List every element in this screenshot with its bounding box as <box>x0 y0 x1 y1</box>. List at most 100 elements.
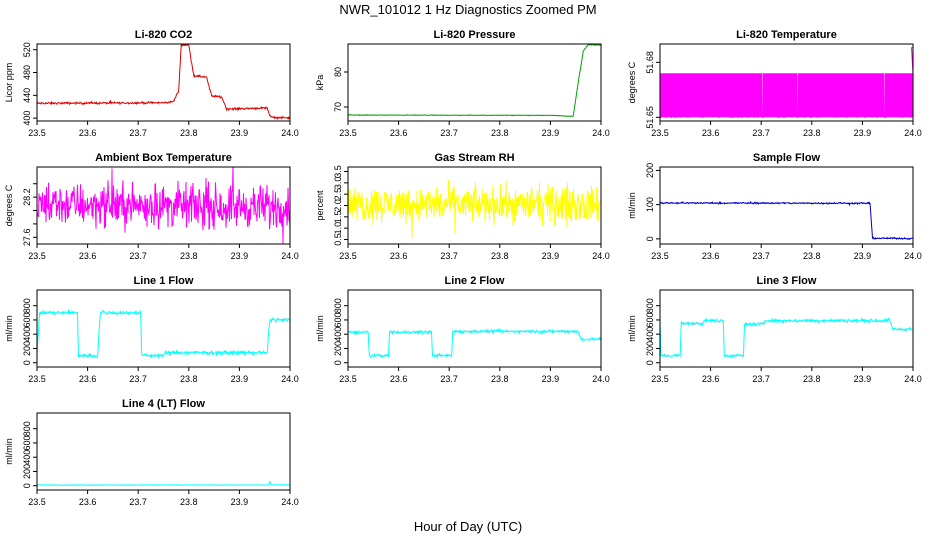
x-tick-label: 23.6 <box>79 497 97 507</box>
y-axis-label: ml/min <box>4 438 14 465</box>
y-axis-label: degrees C <box>4 184 14 226</box>
y-tick-label: 3.0 <box>333 177 343 190</box>
x-tick-label: 23.9 <box>542 251 560 261</box>
y-axis-label: percent <box>315 190 325 221</box>
y-axis-label: ml/min <box>4 315 14 342</box>
panel-title: Ambient Box Temperature <box>95 152 232 164</box>
x-tick-label: 23.9 <box>231 374 249 384</box>
x-tick-label: 23.8 <box>803 374 821 384</box>
y-axis-label: Licor ppm <box>4 63 14 103</box>
x-tick-label: 23.6 <box>390 374 408 384</box>
y-tick-label: 80 <box>333 67 343 77</box>
panel-4: Ambient Box Temperature degrees C 23.5 23.6… <box>4 152 299 261</box>
series-line <box>37 480 290 487</box>
x-tick-label: 23.5 <box>339 374 357 384</box>
panel-2: Li-820 Pressure kPa 23.5 23.6 23.7 23.8 23.9 24… <box>315 29 610 138</box>
x-tick-label: 24.0 <box>904 128 922 138</box>
x-tick-label: 23.8 <box>180 251 198 261</box>
x-axis-label: Hour of Day (UTC) <box>414 519 522 534</box>
y-tick-label: 600 <box>22 435 32 450</box>
y-tick-label: 27.6 <box>22 229 32 247</box>
panel-1: Li-820 CO2 Licor ppm 23.5 23.6 23.7 23.8 23.9 2… <box>4 29 299 138</box>
x-tick-label: 23.5 <box>339 251 357 261</box>
x-tick-label: 23.8 <box>491 251 509 261</box>
x-tick-label: 24.0 <box>281 497 299 507</box>
y-tick-label: 480 <box>22 65 32 80</box>
x-tick-label: 23.8 <box>180 374 198 384</box>
y-tick-label: 100 <box>645 197 655 212</box>
x-tick-label: 23.7 <box>440 251 458 261</box>
y-tick-label: 51.68 <box>645 51 655 74</box>
x-tick-label: 23.9 <box>854 374 872 384</box>
x-tick-label: 24.0 <box>592 251 610 261</box>
panel-9: Line 3 Flow ml/min 23.5 23.6 23.7 23.8 23.9 24.… <box>627 275 922 384</box>
x-tick-label: 23.8 <box>803 128 821 138</box>
y-tick-label: 800 <box>333 298 343 313</box>
plot-frame <box>659 43 914 122</box>
y-tick-label: 800 <box>645 298 655 313</box>
series-line <box>37 44 290 121</box>
figure-title: NWR_101012 1 Hz Diagnostics Zoomed PM <box>339 2 596 17</box>
y-tick-label: 440 <box>22 88 32 103</box>
x-tick-label: 23.9 <box>231 251 249 261</box>
plot-frame <box>36 412 291 491</box>
y-tick-label: 2.0 <box>333 199 343 212</box>
x-tick-label: 23.7 <box>752 251 770 261</box>
plot-frame <box>36 166 291 245</box>
x-tick-label: 24.0 <box>281 128 299 138</box>
y-axis-label: ml/min <box>627 192 637 219</box>
x-tick-label: 23.7 <box>129 128 147 138</box>
panel-6: Sample Flow ml/min 23.5 23.6 23.7 23.8 23.9 24.… <box>627 152 922 261</box>
x-tick-label: 23.9 <box>854 251 872 261</box>
x-tick-label: 23.8 <box>803 251 821 261</box>
x-tick-label: 23.5 <box>28 374 46 384</box>
panel-title: Li-820 Temperature <box>736 29 837 41</box>
y-tick-label: 51.65 <box>645 106 655 129</box>
x-tick-label: 24.0 <box>592 374 610 384</box>
y-tick-label: 200 <box>645 163 655 178</box>
x-tick-label: 24.0 <box>281 251 299 261</box>
plot-frame <box>659 166 914 245</box>
x-tick-label: 23.8 <box>180 128 198 138</box>
series-line <box>348 327 601 360</box>
y-tick-label: 400 <box>22 327 32 342</box>
plot-frame <box>347 43 602 122</box>
y-tick-label: 200 <box>22 464 32 479</box>
x-tick-label: 23.9 <box>854 128 872 138</box>
plot-frame <box>36 43 291 122</box>
y-tick-label: 0.5 <box>333 233 343 246</box>
panels: Li-820 CO2 Licor ppm 23.5 23.6 23.7 23.8 23.9 2… <box>4 29 922 507</box>
x-tick-label: 23.9 <box>542 374 560 384</box>
x-tick-label: 23.9 <box>542 128 560 138</box>
series-line <box>348 179 601 239</box>
y-axis-label: degrees C <box>627 61 637 103</box>
x-tick-label: 23.6 <box>79 128 97 138</box>
y-tick-label: 0 <box>645 236 655 241</box>
panel-title: Gas Stream RH <box>434 152 514 164</box>
series-line <box>37 309 290 360</box>
panel-3: Li-820 Temperature degrees C 23.5 23.6 23.7 2… <box>627 29 922 138</box>
y-tick-label: 0 <box>645 360 655 365</box>
panel-title: Line 4 (LT) Flow <box>122 398 205 410</box>
y-tick-label: 1.5 <box>333 211 343 224</box>
panel-title: Li-820 CO2 <box>135 29 192 41</box>
panel-8: Line 2 Flow ml/min 23.5 23.6 23.7 23.8 23.9 24.… <box>315 275 610 384</box>
panel-10: Line 4 (LT) Flow ml/min 23.5 23.6 23.7 23.8 23… <box>4 398 299 507</box>
x-tick-label: 23.9 <box>231 497 249 507</box>
y-tick-label: 800 <box>22 298 32 313</box>
x-tick-label: 23.7 <box>752 374 770 384</box>
x-tick-label: 23.5 <box>651 251 669 261</box>
x-tick-label: 23.7 <box>129 497 147 507</box>
x-tick-label: 23.7 <box>440 374 458 384</box>
y-tick-label: 400 <box>333 327 343 342</box>
series-line <box>660 200 913 241</box>
y-tick-label: 0 <box>333 360 343 365</box>
y-tick-label: 600 <box>333 312 343 327</box>
plot-frame <box>347 289 602 368</box>
x-tick-label: 23.6 <box>79 251 97 261</box>
y-tick-label: 200 <box>22 341 32 356</box>
y-tick-label: 200 <box>333 341 343 356</box>
y-tick-label: 2.5 <box>333 188 343 201</box>
x-tick-label: 23.6 <box>702 251 720 261</box>
